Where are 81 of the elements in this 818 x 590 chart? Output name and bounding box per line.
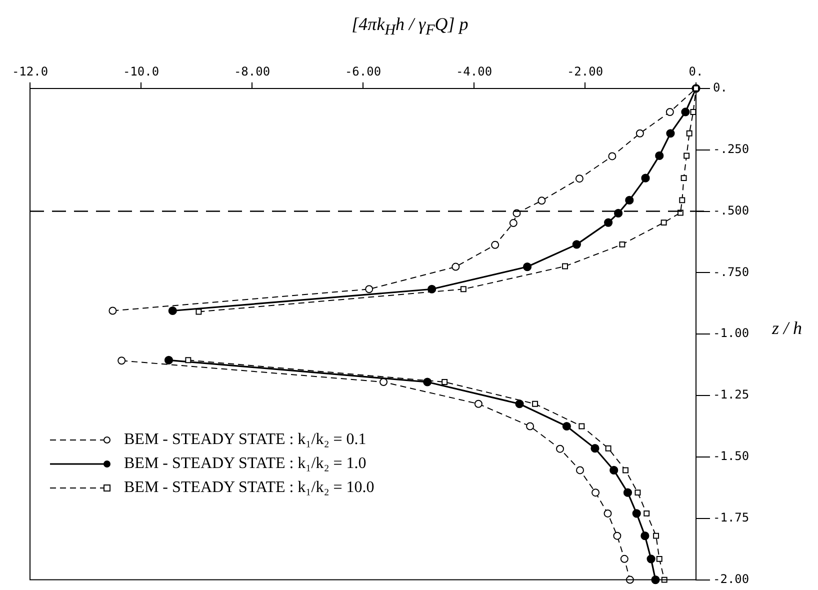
point bbox=[196, 308, 202, 315]
point bbox=[610, 466, 618, 475]
point bbox=[118, 356, 126, 365]
point bbox=[185, 357, 192, 364]
point bbox=[575, 174, 584, 183]
x-tick-label: -2.00 bbox=[566, 64, 604, 78]
point bbox=[168, 306, 177, 316]
point bbox=[608, 152, 616, 160]
y-tick-label: -.250 bbox=[713, 142, 750, 156]
x-tick-label: -10.0 bbox=[122, 64, 160, 78]
point bbox=[666, 129, 675, 138]
point bbox=[442, 379, 448, 385]
point bbox=[656, 556, 662, 562]
point bbox=[572, 240, 581, 249]
point bbox=[522, 262, 532, 272]
point bbox=[604, 509, 612, 518]
point bbox=[634, 490, 641, 496]
point bbox=[644, 510, 650, 516]
point bbox=[681, 108, 690, 116]
point bbox=[164, 356, 174, 364]
point bbox=[474, 400, 482, 408]
x-tick-label: -6.00 bbox=[344, 64, 382, 78]
point bbox=[684, 152, 690, 159]
point bbox=[562, 263, 568, 270]
y-tick-label: -.750 bbox=[713, 264, 750, 279]
point bbox=[622, 467, 628, 474]
point bbox=[509, 219, 518, 228]
point bbox=[578, 423, 585, 430]
point bbox=[605, 445, 612, 452]
y-tick-label: -.500 bbox=[713, 203, 750, 218]
x-axis-title: [4πk$_{H}$h / γ$_{F}$Q] p bbox=[350, 14, 470, 40]
point bbox=[640, 532, 650, 540]
point bbox=[619, 241, 626, 248]
legend-label: BEM - STEADY STATE : k₁/k₂ = 0.1 bbox=[124, 431, 366, 448]
point bbox=[653, 532, 660, 539]
point bbox=[636, 129, 644, 138]
point bbox=[613, 532, 622, 540]
y-axis-title: z / h bbox=[772, 318, 802, 339]
point bbox=[604, 218, 613, 227]
legend-label: BEM - STEADY STATE : k₁/k₂ = 10.0 bbox=[124, 479, 374, 496]
point bbox=[620, 554, 628, 563]
point bbox=[623, 488, 632, 497]
point bbox=[641, 174, 650, 182]
point bbox=[380, 378, 388, 386]
x-tick-label: -8.00 bbox=[234, 64, 270, 78]
y-tick-label: -1.25 bbox=[713, 388, 750, 402]
point bbox=[655, 151, 664, 160]
point bbox=[590, 444, 600, 453]
y-tick-label: -2.00 bbox=[713, 572, 750, 586]
point bbox=[532, 400, 538, 407]
point bbox=[614, 208, 623, 218]
legend-label: BEM - STEADY STATE : k₁/k₂ = 1.0 bbox=[124, 455, 366, 472]
point bbox=[660, 220, 667, 226]
point bbox=[452, 262, 460, 271]
point bbox=[423, 378, 432, 386]
point bbox=[646, 554, 656, 564]
point bbox=[679, 197, 686, 204]
point bbox=[491, 240, 500, 249]
point bbox=[538, 196, 546, 205]
point bbox=[515, 400, 524, 408]
point bbox=[666, 108, 674, 116]
x-tick-label: -12.0 bbox=[12, 64, 48, 78]
point bbox=[562, 422, 571, 431]
point bbox=[365, 285, 374, 294]
point bbox=[576, 466, 584, 474]
point bbox=[686, 130, 692, 136]
x-tick-label: -4.00 bbox=[456, 64, 492, 78]
point bbox=[460, 286, 466, 292]
point bbox=[108, 306, 117, 315]
y-tick-label: -1.50 bbox=[713, 449, 750, 464]
y-tick-label: -1.75 bbox=[713, 510, 750, 524]
point bbox=[680, 175, 687, 182]
y-tick-label: -1.00 bbox=[713, 326, 750, 340]
point bbox=[526, 422, 534, 430]
point bbox=[592, 488, 600, 497]
point bbox=[556, 444, 564, 453]
point bbox=[625, 196, 634, 204]
y-tick-label: 0. bbox=[713, 80, 728, 95]
x-tick-label: 0. bbox=[688, 64, 704, 78]
point bbox=[428, 284, 436, 294]
point bbox=[632, 509, 641, 518]
